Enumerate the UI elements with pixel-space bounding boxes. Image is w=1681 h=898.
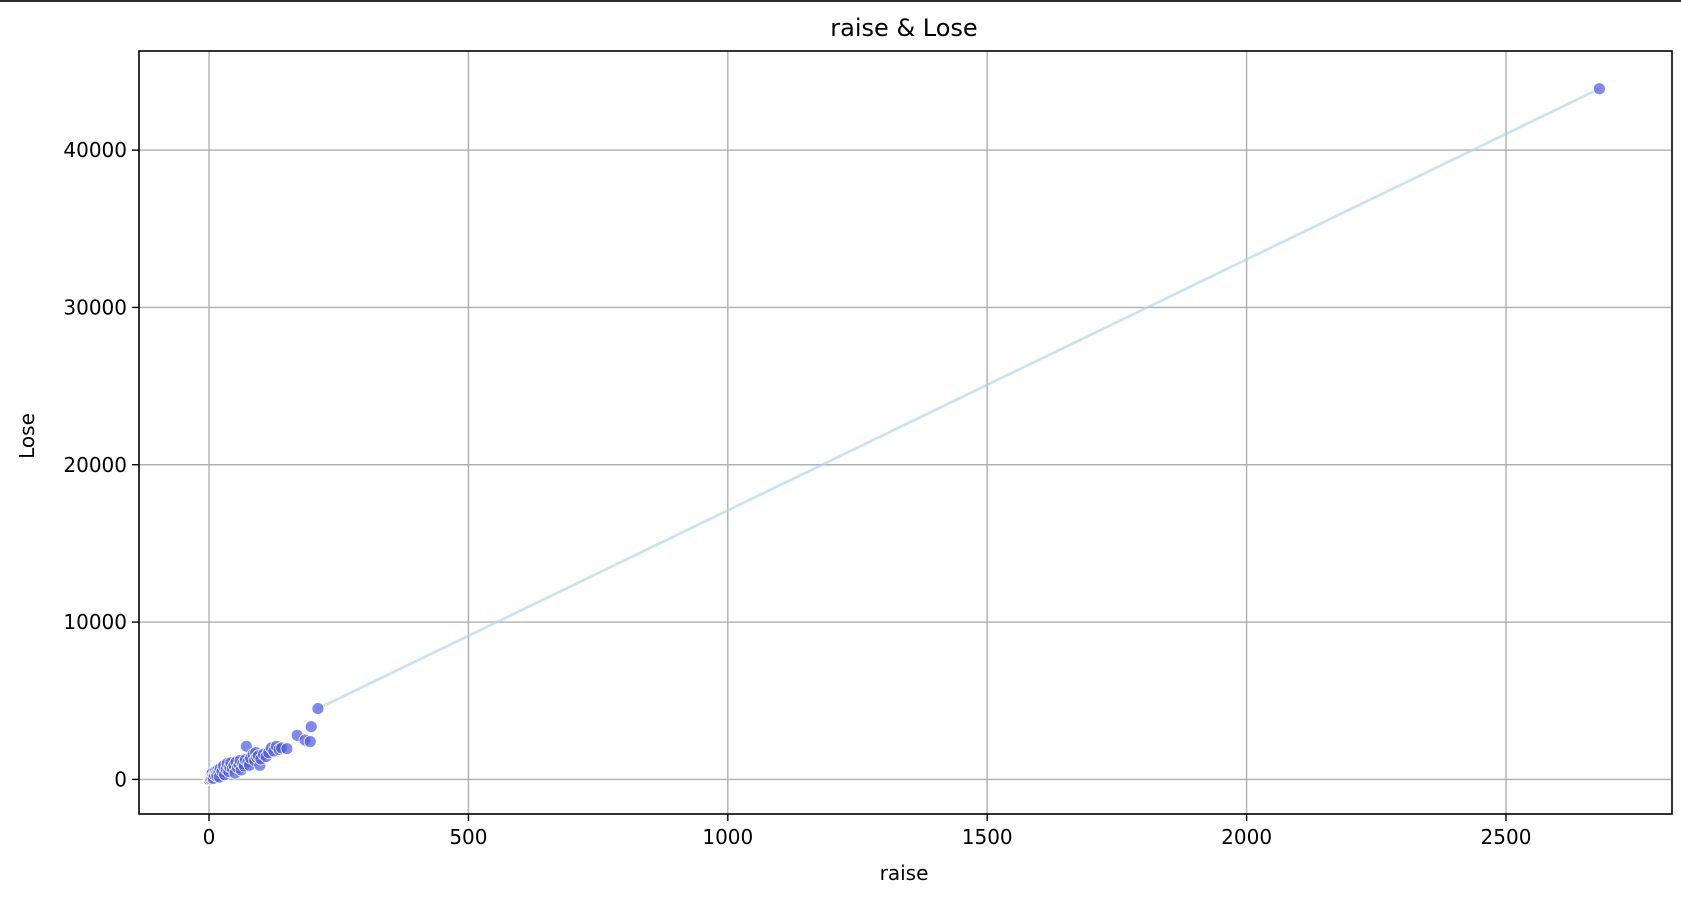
x-tick-label: 2500 [1481, 825, 1532, 849]
y-axis-label: Lose [15, 413, 39, 459]
y-tick-label: 40000 [63, 138, 127, 162]
data-point [280, 742, 294, 756]
data-point [311, 702, 325, 715]
x-axis-ticks: 0 500 1000 1500 2000 2500 [203, 814, 1532, 849]
y-axis-ticks: 0 10000 20000 30000 40000 [63, 138, 139, 791]
x-axis-label: raise [880, 861, 929, 885]
trend-line [317, 87, 1600, 710]
x-tick-label: 2000 [1221, 825, 1272, 849]
x-tick-label: 0 [203, 825, 216, 849]
window-top-rule [0, 0, 1681, 2]
data-points [202, 82, 1606, 786]
data-point [304, 720, 318, 734]
x-tick-label: 1000 [702, 825, 753, 849]
plot-frame [138, 50, 1673, 815]
x-tick-label: 1500 [962, 825, 1013, 849]
y-tick-label: 0 [114, 767, 127, 791]
grid-lines [139, 51, 1672, 814]
y-tick-label: 10000 [63, 610, 127, 634]
data-point [1592, 82, 1606, 96]
trend-line-path [317, 87, 1600, 710]
y-tick-label: 20000 [63, 453, 127, 477]
y-tick-label: 30000 [63, 295, 127, 319]
chart-title: raise & Lose [830, 14, 977, 42]
x-tick-label: 500 [449, 825, 487, 849]
data-point [303, 735, 317, 749]
